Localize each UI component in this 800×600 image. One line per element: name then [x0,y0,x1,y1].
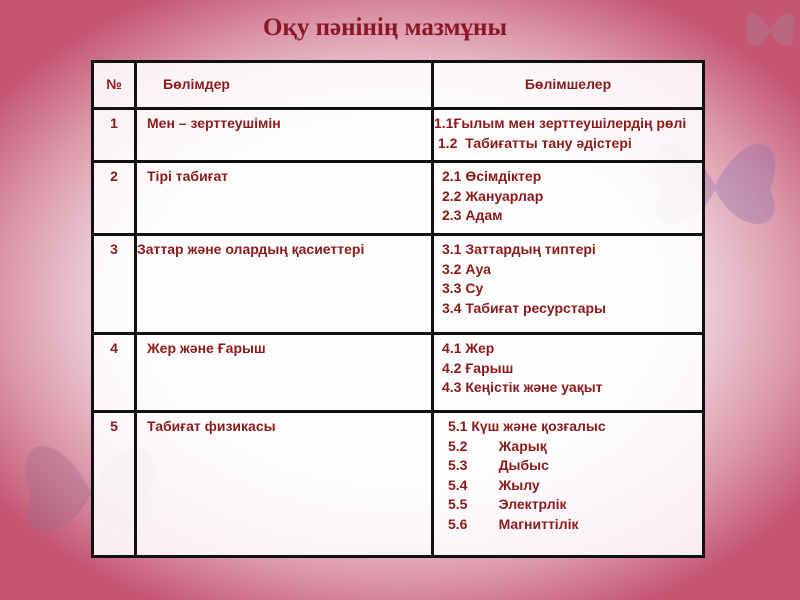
table-row: 3 Заттар және олардың қасиеттері 3.1 Затта… [91,233,705,335]
subsection-item: 2.2 Жануарлар [442,187,544,204]
subsection-item: 5.3 Дыбыс [448,457,549,473]
row-number: 2 [91,160,137,236]
subsection-item: 2.1 Өсімдіктер [442,168,542,184]
table-row: 2 Тірі табиғат 2.1 Өсімдіктер 2.2 Жануарлар… [91,160,705,236]
subsection-item: 5.6 Магниттілік [448,515,579,532]
table-row: 1 Мен – зерттеушімін 1.1Ғылым мен зерттеуш… [91,107,705,163]
row-number: 3 [91,233,137,335]
subsection-item: 5.5 Электрлік [448,496,567,512]
table-header-row: № Бөлімдер Бөлімшелер [91,60,705,110]
row-number: 4 [91,332,137,413]
subsection-list: 5.1 Күш және қозғалыс 5.2 Жарық 5.3 Дыбыс 5… [431,410,705,558]
section-name: Мен – зерттеушімін [134,107,434,163]
subsection-list: 1.1Ғылым мен зерттеушілердің рөлі 1.2 Та… [431,107,705,163]
row-number: 5 [91,410,137,558]
row-number: 1 [91,107,137,163]
subsection-list: 3.1 Заттардың типтері 3.2 Ауа 3.3 Су 3.4 Та… [431,233,705,335]
subsection-item: 3.4 Табиғат ресурстары [442,299,606,316]
subsection-item: 5.4 Жылу [448,476,540,493]
subsection-item: 2.3 Адам [442,207,503,223]
subsection-item: 3.1 Заттардың типтері [442,241,596,257]
section-name: Жер және Ғарыш [134,332,434,413]
header-number: № [91,60,137,110]
table-row: 4 Жер және Ғарыш 4.1 Жер 4.2 Ғарыш 4.3 Кеңіс… [91,332,705,413]
subsection-list: 4.1 Жер 4.2 Ғарыш 4.3 Кеңістік және уақыт [431,332,705,413]
subsection-item: 1.2 Табиғатты тану әдістері [434,134,632,151]
subsection-list: 2.1 Өсімдіктер 2.2 Жануарлар 2.3 Адам [431,160,705,236]
subsection-item: 4.3 Кеңістік және уақыт [442,379,603,395]
content-table: № Бөлімдер Бөлімшелер 1 Мен – зерттеушімі… [91,60,705,558]
subsection-item: 4.2 Ғарыш [442,359,514,376]
header-subsections: Бөлімшелер [431,60,705,110]
subsection-item: 4.1 Жер [442,340,495,356]
table-row: 5 Табиғат физикасы 5.1 Күш және қозғалыс 5.… [91,410,705,558]
subsection-item: 5.1 Күш және қозғалыс [448,418,606,434]
subsection-item: 5.2 Жарық [448,437,547,454]
subsection-item: 1.1Ғылым мен зерттеушілердің рөлі [434,115,687,131]
section-name: Табиғат физикасы [134,410,434,558]
page-title: Оқу пәнінің мазмұны [263,14,507,41]
section-name: Заттар және олардың қасиеттері [134,233,434,335]
butterfly-decoration-icon [745,13,795,46]
header-sections: Бөлімдер [134,60,434,110]
section-name: Тірі табиғат [134,160,434,236]
subsection-item: 3.2 Ауа [442,260,491,277]
subsection-item: 3.3 Су [442,280,484,296]
